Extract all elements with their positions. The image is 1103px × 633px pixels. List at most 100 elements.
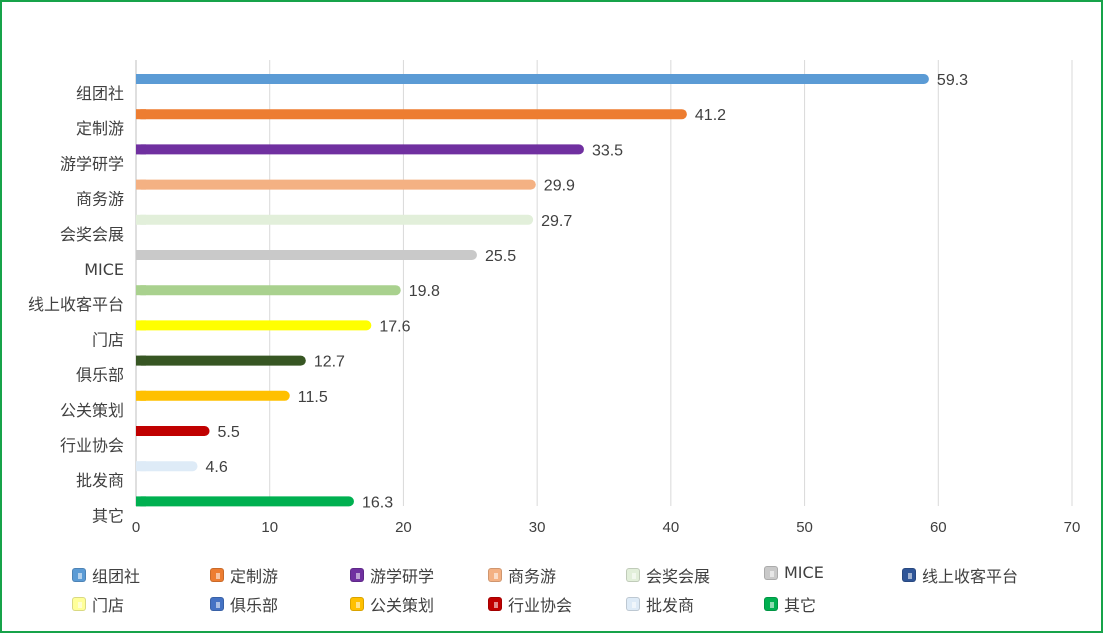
bar-3: [136, 179, 536, 190]
value-labels: 59.3 41.2 33.5 29.9 29.7 25.5 19.8 17.6 12.7 11.5…: [206, 72, 969, 511]
value-label: 59.3: [937, 72, 968, 89]
value-label: 12.7: [314, 354, 345, 371]
value-label: 4.6: [206, 459, 228, 476]
category-label: 批发商: [76, 471, 124, 490]
bar-base-2: [136, 144, 146, 155]
legend-swatch: [72, 568, 86, 582]
x-tick-label: 10: [261, 519, 278, 536]
legend-swatch: [626, 597, 640, 611]
legend-label: 其它: [784, 596, 817, 615]
value-label: 33.5: [592, 142, 623, 159]
bars: [136, 74, 929, 507]
value-label: 16.3: [362, 494, 393, 511]
legend-label: 线上收客平台: [922, 567, 1019, 586]
bar-6: [136, 285, 401, 296]
bar-1: [136, 109, 687, 120]
value-label: 19.8: [409, 283, 440, 300]
legend-swatch: [350, 597, 364, 611]
legend-label: 定制游: [230, 567, 279, 586]
bar-9: [136, 390, 290, 401]
legend-label: 批发商: [646, 596, 695, 615]
category-label: 其它: [92, 506, 124, 525]
bar-base-1: [136, 109, 146, 120]
value-label: 5.5: [218, 424, 240, 441]
legend-swatch: [72, 597, 86, 611]
legend-label: 公关策划: [370, 596, 435, 615]
value-label: 17.6: [379, 318, 410, 335]
legend-label: 商务游: [508, 567, 557, 586]
bar-4: [136, 214, 534, 225]
bar-base-5: [136, 250, 146, 260]
bar-base-0: [136, 74, 146, 84]
bar-7: [136, 320, 372, 331]
legend-item: 公关策划: [350, 592, 434, 616]
legend-swatch: [902, 568, 916, 582]
legend-swatch: [350, 568, 364, 582]
value-label: 11.5: [298, 389, 328, 406]
legend-label: MICE: [784, 563, 824, 582]
bar-2: [136, 144, 584, 155]
value-label: 25.5: [485, 248, 516, 265]
category-label: 商务游: [76, 190, 124, 209]
legend-item: 会奖会展: [626, 563, 710, 587]
category-label: 游学研学: [60, 154, 124, 173]
legend-item: 游学研学: [350, 563, 434, 587]
legend-item: 组团社: [72, 563, 140, 587]
bar-5: [136, 250, 477, 260]
category-label: 定制游: [76, 119, 124, 138]
value-label: 29.7: [541, 213, 572, 230]
bar-0: [136, 74, 929, 84]
x-tick-label: 70: [1064, 519, 1081, 536]
category-label: 公关策划: [60, 401, 124, 420]
bar-8: [136, 355, 306, 366]
x-tick-label: 40: [663, 519, 680, 536]
legend-item: 定制游: [210, 563, 278, 587]
bar-11: [136, 461, 198, 472]
category-label: 组团社: [76, 84, 124, 103]
legend-item: 其它: [764, 592, 816, 616]
legend-swatch: [488, 597, 502, 611]
legend-label: 组团社: [92, 567, 141, 586]
x-tick-labels: 0 10 20 30 40 50 60 70: [132, 519, 1081, 536]
legend-label: 游学研学: [370, 567, 435, 586]
bar-base-7: [136, 320, 146, 331]
category-label: 俱乐部: [76, 366, 124, 385]
legend-item: 俱乐部: [210, 592, 278, 616]
x-tick-label: 50: [796, 519, 813, 536]
legend-item: 线上收客平台: [902, 563, 1018, 587]
x-tick-label: 20: [395, 519, 412, 536]
bar-base-9: [136, 390, 146, 401]
bar-base-8: [136, 355, 146, 366]
value-label: 29.9: [544, 178, 575, 195]
legend-item: 批发商: [626, 592, 694, 616]
legend-item: 商务游: [488, 563, 556, 587]
value-label: 41.2: [695, 107, 726, 124]
bar-base-10: [136, 426, 146, 436]
legend-item: MICE: [764, 563, 824, 582]
bar-base-6: [136, 285, 146, 296]
category-label: 门店: [92, 330, 124, 349]
category-label: MICE: [84, 260, 124, 279]
bar-10: [136, 426, 210, 436]
legend-swatch: [488, 568, 502, 582]
legend-label: 行业协会: [508, 596, 573, 615]
bar-12: [136, 496, 354, 507]
bar-base-11: [136, 461, 146, 472]
category-label: 会奖会展: [60, 225, 124, 244]
legend-swatch: [210, 597, 224, 611]
legend-label: 门店: [92, 596, 125, 615]
legend-item: 门店: [72, 592, 124, 616]
bar-base-4: [136, 214, 146, 225]
x-tick-label: 0: [132, 519, 140, 536]
x-tick-label: 30: [529, 519, 546, 536]
legend-label: 会奖会展: [646, 567, 711, 586]
legend-item: 行业协会: [488, 592, 572, 616]
category-label: 线上收客平台: [28, 295, 124, 314]
legend-swatch: [210, 568, 224, 582]
bar-base-12: [136, 496, 146, 507]
gridlines: [135, 60, 1073, 506]
category-label: 行业协会: [60, 436, 124, 455]
